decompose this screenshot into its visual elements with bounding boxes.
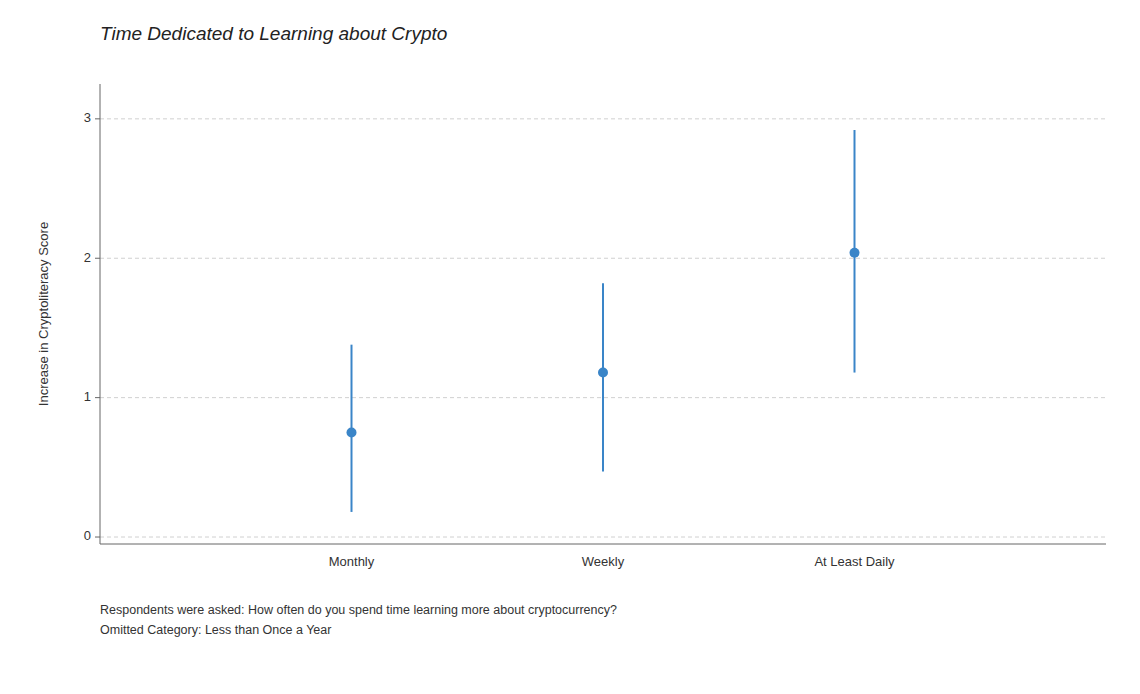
x-tick-label: Monthly (329, 554, 375, 569)
chart-svg: 0 1 2 3 Monthly Weekly At Least Daily Increase … (0, 0, 1140, 694)
grid (100, 119, 1106, 537)
x-axis-line (100, 544, 1106, 545)
y-tick (95, 118, 100, 119)
footnote: Respondents were asked: How often do you… (100, 603, 617, 617)
grid-line (100, 537, 1106, 538)
axes: 0 1 2 3 Monthly Weekly At Least Daily (84, 84, 1106, 569)
marks (347, 130, 860, 512)
chart-container: 0 1 2 3 Monthly Weekly At Least Daily Increase … (0, 0, 1140, 694)
y-tick-label: 1 (84, 389, 91, 404)
x-tick-label: Weekly (582, 554, 625, 569)
grid-line (100, 258, 1106, 259)
y-axis-line (100, 84, 101, 544)
footnote: Omitted Category: Less than Once a Year (100, 623, 331, 637)
center-point (347, 427, 357, 437)
y-tick-label: 2 (84, 250, 91, 265)
y-tick (95, 397, 100, 398)
y-tick-label: 3 (84, 110, 91, 125)
y-tick (95, 537, 100, 538)
center-point (598, 368, 608, 378)
grid-line (100, 118, 1106, 119)
y-axis-label: Increase in Cryptoliteracy Score (36, 222, 51, 406)
title: Time Dedicated to Learning about Crypto (100, 23, 447, 44)
y-tick-label: 0 (84, 528, 91, 543)
y-tick (95, 258, 100, 259)
x-tick-label: At Least Daily (814, 554, 895, 569)
center-point (850, 248, 860, 258)
